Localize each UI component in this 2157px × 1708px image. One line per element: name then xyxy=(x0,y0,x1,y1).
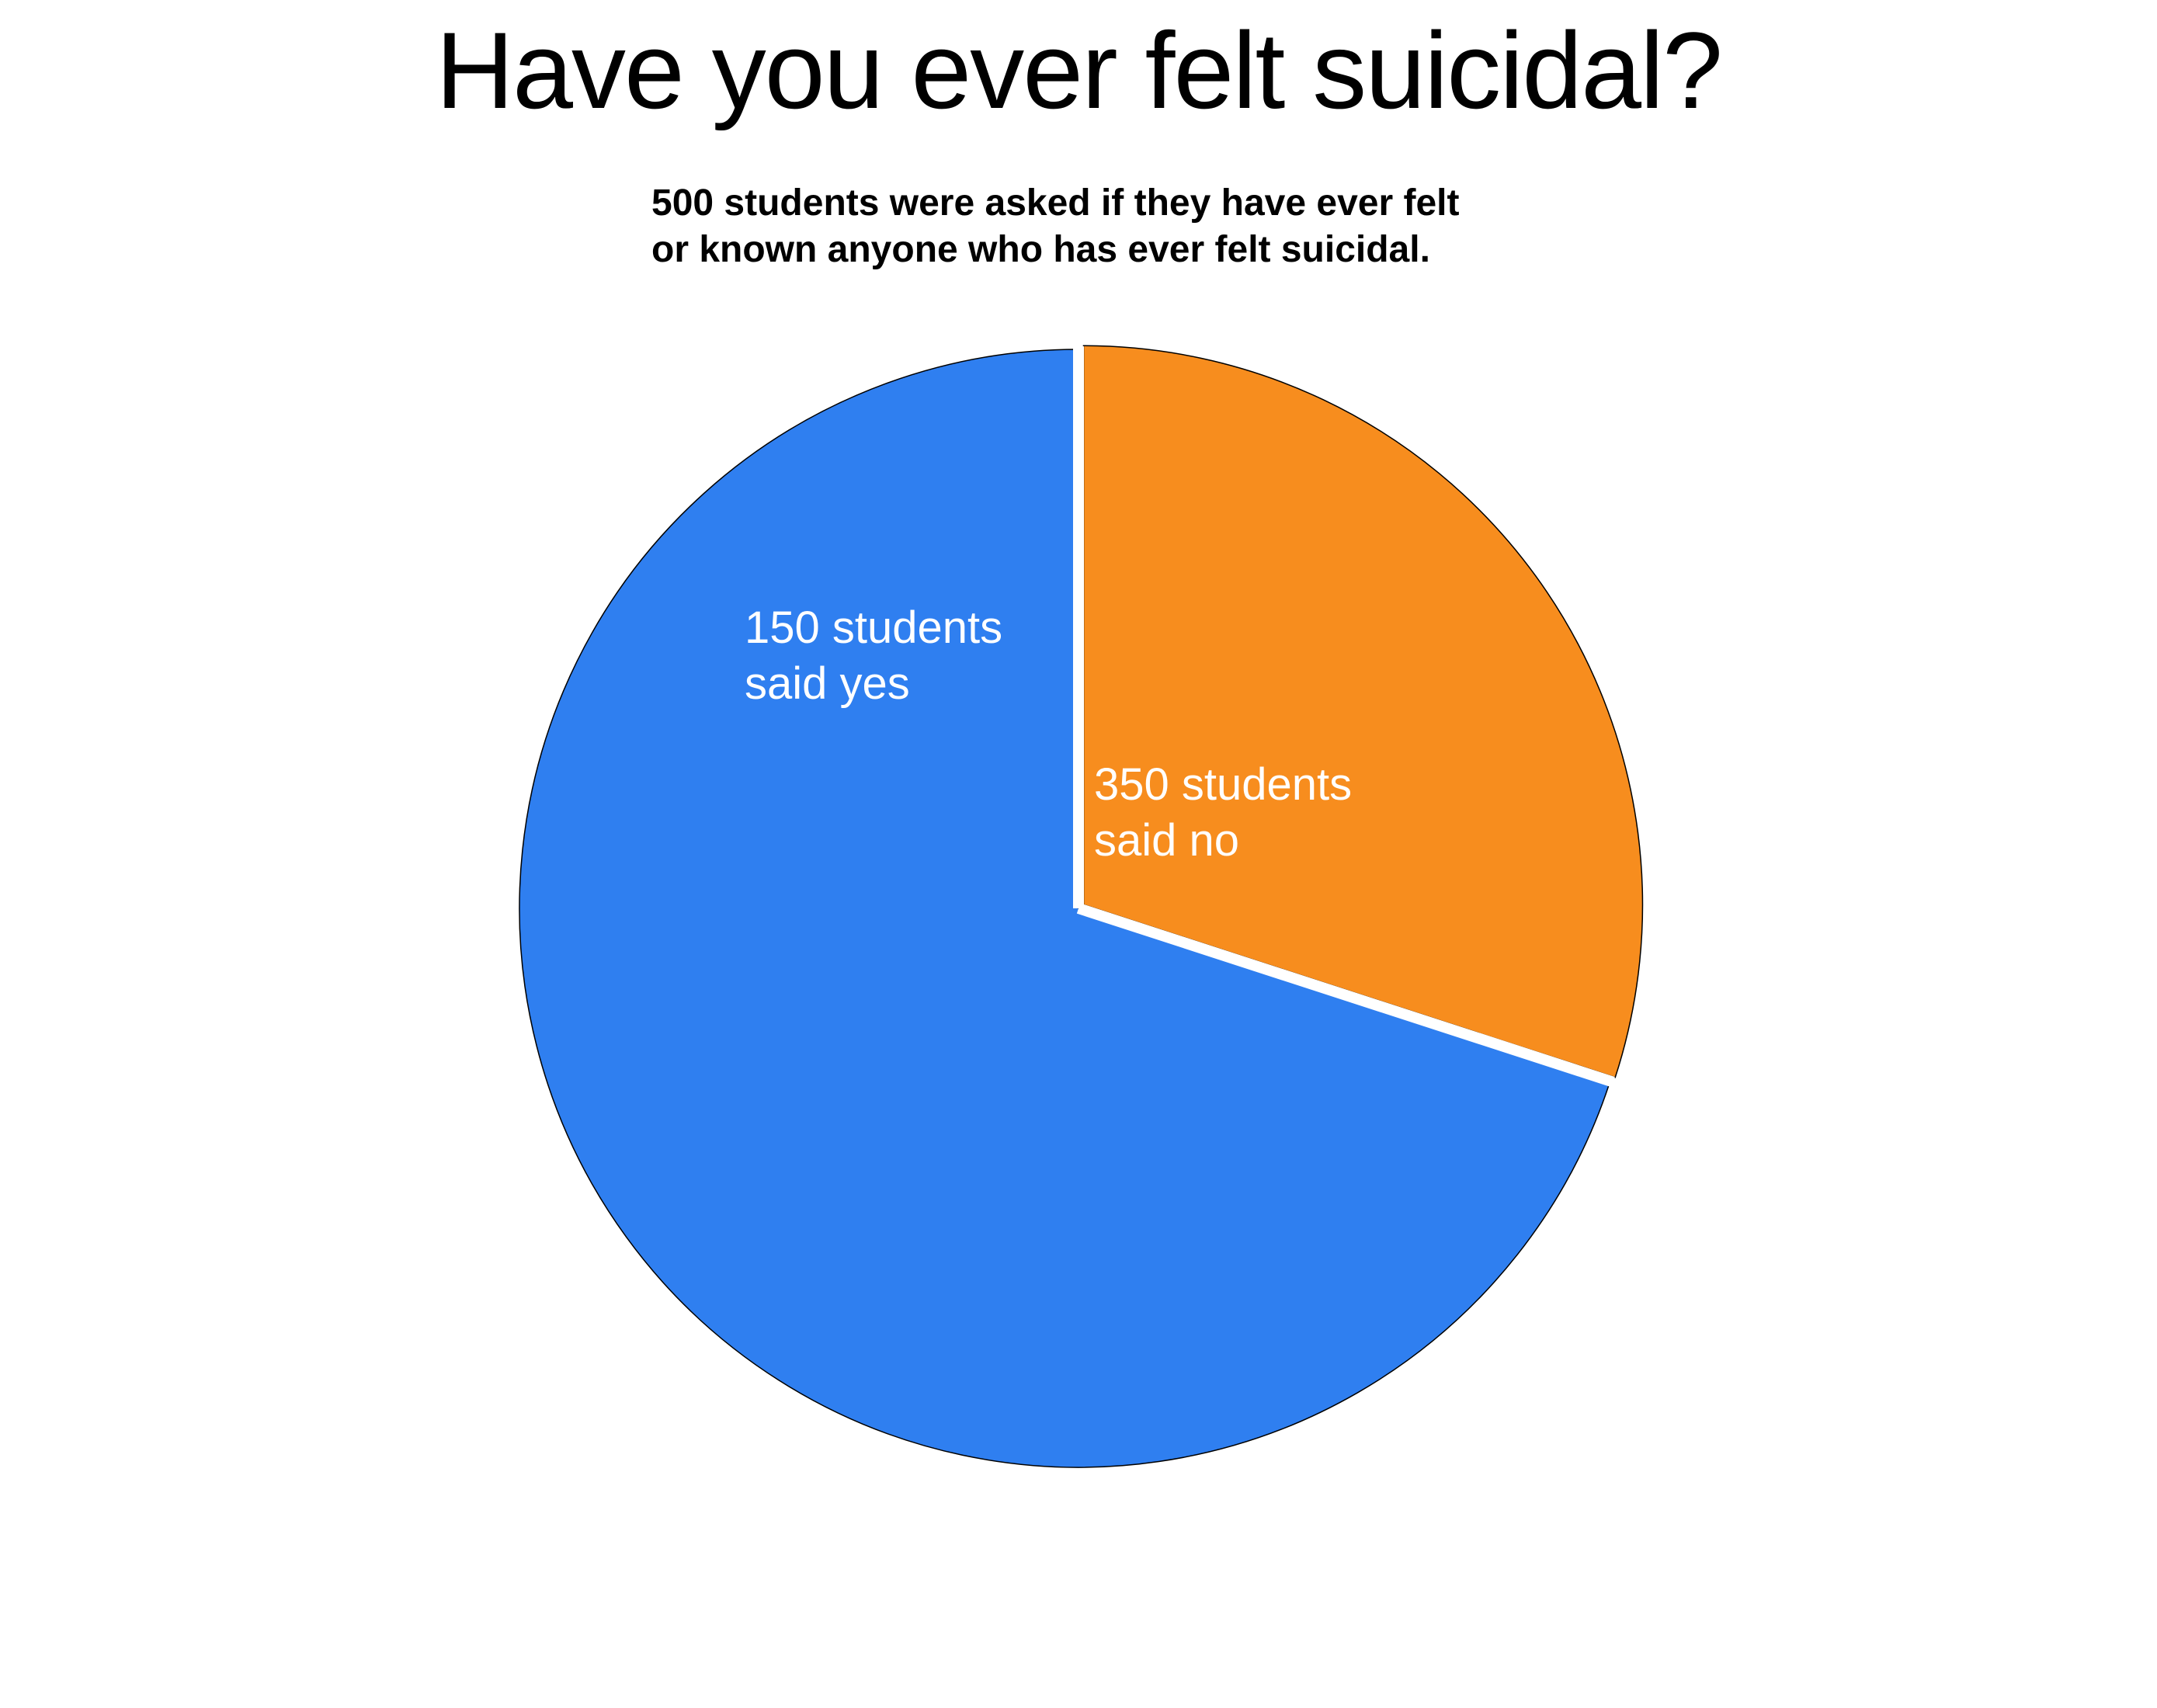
slice-no-label-line2: said no xyxy=(1094,815,1239,866)
chart-subtitle: 500 students were asked if they have eve… xyxy=(651,180,1506,273)
slice-no-label-line1: 350 students xyxy=(1094,759,1352,810)
pie-chart: 150 students said yes 350 students said … xyxy=(488,318,1669,1498)
slice-yes-label-line2: said yes xyxy=(745,658,910,709)
slice-yes-label-line1: 150 students xyxy=(745,602,1002,653)
chart-title: Have you ever felt suicidal? xyxy=(0,8,2157,134)
